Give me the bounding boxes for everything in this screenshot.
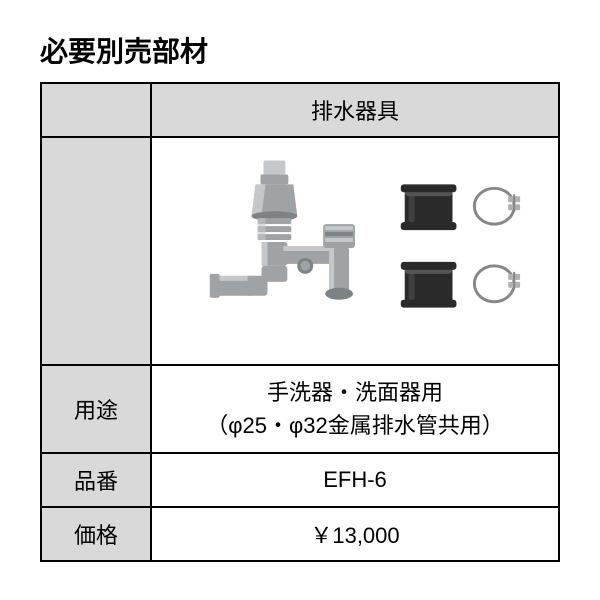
drain-fitting-icon xyxy=(166,148,544,348)
product-category-header: 排水器具 xyxy=(151,83,559,137)
model-label: 品番 xyxy=(41,453,151,507)
image-label-cell xyxy=(41,137,151,365)
model-value: EFH-6 xyxy=(151,453,559,507)
usage-line1: 手洗器・洗面器用 xyxy=(267,380,443,405)
usage-label: 用途 xyxy=(41,365,151,453)
price-value: ￥13,000 xyxy=(151,507,559,561)
section-title: 必要別売部材 xyxy=(40,30,560,70)
price-label: 価格 xyxy=(41,507,151,561)
usage-line2: （φ25・φ32金属排水管共用） xyxy=(206,413,503,438)
product-spec-table: 排水器具 xyxy=(40,82,560,562)
header-empty-cell xyxy=(41,83,151,137)
usage-value: 手洗器・洗面器用 （φ25・φ32金属排水管共用） xyxy=(151,365,559,453)
product-image-cell xyxy=(151,137,559,365)
